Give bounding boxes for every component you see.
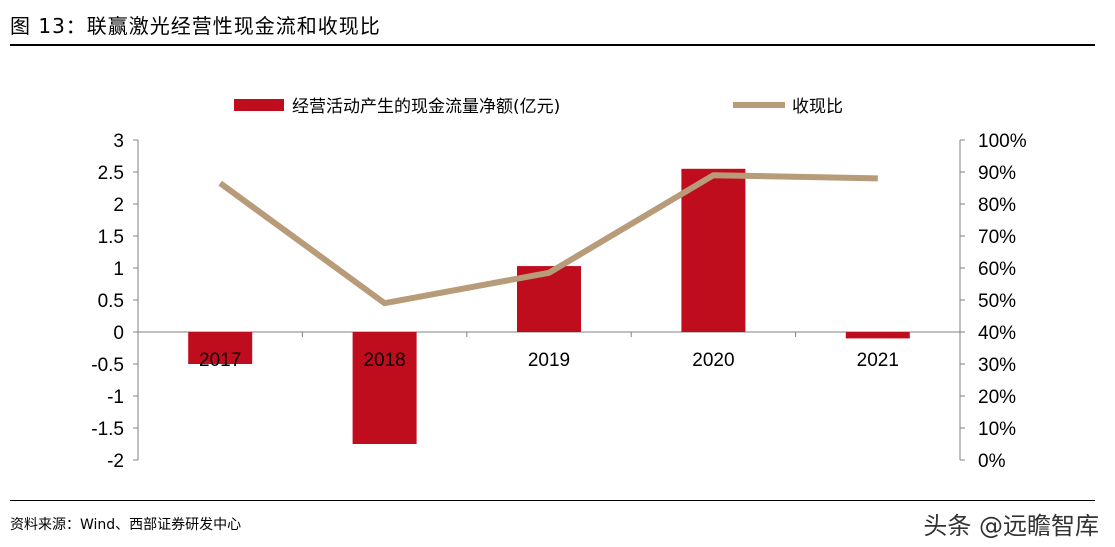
title-bar: 图 13：联赢激光经营性现金流和收现比: [10, 8, 1095, 46]
left-tick-label: 1.5: [98, 227, 124, 248]
bar-2020: [681, 168, 746, 332]
right-tick-label: 0%: [978, 451, 1006, 472]
left-tick-label: -2: [107, 451, 124, 472]
bar-2021: [845, 332, 910, 339]
right-tick-label: 20%: [978, 387, 1016, 408]
right-tick-label: 90%: [978, 163, 1016, 184]
right-tick-label: 10%: [978, 419, 1016, 440]
left-tick-label: 3: [113, 131, 124, 152]
left-tick-label: 2: [113, 195, 124, 216]
left-tick-label: 2.5: [98, 163, 124, 184]
right-tick-label: 30%: [978, 355, 1016, 376]
left-tick-label: -1.5: [91, 419, 124, 440]
right-tick-label: 60%: [978, 259, 1016, 280]
page-title: 图 13：联赢激光经营性现金流和收现比: [10, 14, 381, 38]
category-label: 2017: [199, 350, 241, 371]
left-tick-label: -1: [107, 387, 124, 408]
bar-2017: [188, 332, 253, 364]
legend-label-line: 收现比: [792, 97, 843, 117]
category-label: 2019: [528, 350, 570, 371]
source-note: 资料来源：Wind、西部证券研发中心: [10, 517, 242, 533]
category-label: 2020: [692, 350, 734, 371]
category-label: 2021: [857, 350, 899, 371]
bar-2018: [352, 332, 417, 444]
watermark: 头条 @远瞻智库: [923, 512, 1099, 540]
legend-swatch-bar: [234, 99, 284, 111]
left-tick-label: -0.5: [91, 355, 124, 376]
left-tick-label: 0.5: [98, 291, 124, 312]
legend-label-bar: 经营活动产生的现金流量净额(亿元): [292, 97, 560, 117]
right-tick-label: 100%: [978, 131, 1027, 152]
category-label: 2018: [363, 350, 405, 371]
right-tick-label: 50%: [978, 291, 1016, 312]
right-tick-label: 40%: [978, 323, 1016, 344]
right-tick-label: 70%: [978, 227, 1016, 248]
footer-rule: [10, 500, 1095, 501]
left-tick-label: 0: [113, 323, 124, 344]
left-tick-label: 1: [113, 259, 124, 280]
right-tick-label: 80%: [978, 195, 1016, 216]
